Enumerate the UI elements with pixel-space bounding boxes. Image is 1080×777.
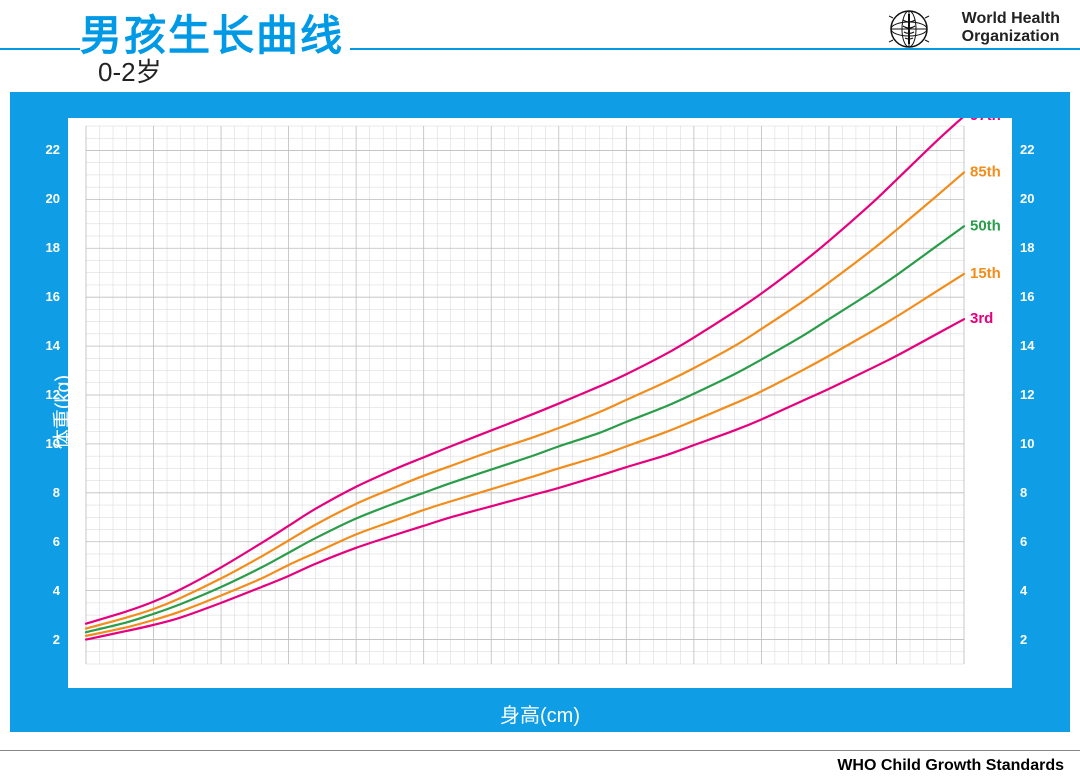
- tick-label: 85: [619, 670, 633, 685]
- tick-label: 2: [1020, 632, 1027, 647]
- tick-label: 80: [552, 670, 566, 685]
- series-label-p3: 3rd: [970, 310, 993, 327]
- tick-label: 2: [53, 632, 60, 647]
- tick-label: 105: [886, 670, 908, 685]
- chart-subtitle: 0-2岁: [98, 52, 162, 89]
- tick-label: 10: [1020, 436, 1034, 451]
- tick-label: 4: [1020, 583, 1027, 598]
- tick-label: 20: [46, 191, 60, 206]
- tick-label: 18: [1020, 240, 1034, 255]
- tick-label: 4: [53, 583, 60, 598]
- who-logo-icon: [886, 6, 932, 52]
- tick-label: 12: [46, 387, 60, 402]
- who-line1: World Health: [962, 10, 1060, 27]
- tick-label: 12: [1020, 387, 1034, 402]
- who-line2: Organization: [962, 28, 1060, 45]
- tick-label: 100: [818, 670, 840, 685]
- tick-label: 22: [46, 142, 60, 157]
- who-org-name: World Health Organization: [962, 10, 1060, 45]
- tick-label: 16: [46, 289, 60, 304]
- tick-label: 14: [1020, 338, 1034, 353]
- tick-label: 10: [46, 436, 60, 451]
- tick-label: 8: [1020, 485, 1027, 500]
- tick-label: 6: [53, 534, 60, 549]
- plot-area: 97th 85th 50th 15th 3rd: [68, 118, 1012, 688]
- series-label-p15: 15th: [970, 265, 1001, 282]
- tick-label: 55: [214, 670, 228, 685]
- tick-label: 110: [954, 670, 975, 685]
- tick-label: 90: [687, 670, 701, 685]
- tick-label: 6: [1020, 534, 1027, 549]
- tick-label: 50: [146, 670, 160, 685]
- footer-rule: [0, 750, 1080, 751]
- tick-label: 18: [46, 240, 60, 255]
- tick-label: 45: [79, 670, 93, 685]
- tick-label: 22: [1020, 142, 1034, 157]
- tick-label: 65: [349, 670, 363, 685]
- tick-label: 60: [281, 670, 295, 685]
- growth-chart-svg: 97th 85th 50th 15th 3rd: [68, 118, 1012, 688]
- footer-text: WHO Child Growth Standards: [837, 757, 1064, 775]
- tick-label: 16: [1020, 289, 1034, 304]
- tick-label: 8: [53, 485, 60, 500]
- tick-label: 20: [1020, 191, 1034, 206]
- tick-label: 95: [754, 670, 768, 685]
- x-axis-label: 身高(cm): [500, 699, 580, 728]
- chart-frame: 体重(kg) 身高(cm) 97th85th50th15th3rd 455055…: [10, 92, 1070, 732]
- series-label-p97: 97th: [970, 118, 1001, 124]
- series-label-p85: 85th: [970, 163, 1001, 180]
- tick-label: 14: [46, 338, 60, 353]
- tick-label: 75: [484, 670, 498, 685]
- header: 男孩生长曲线 0-2岁 World Health Organization: [0, 0, 1080, 84]
- tick-label: 70: [416, 670, 430, 685]
- series-label-p50: 50th: [970, 217, 1001, 234]
